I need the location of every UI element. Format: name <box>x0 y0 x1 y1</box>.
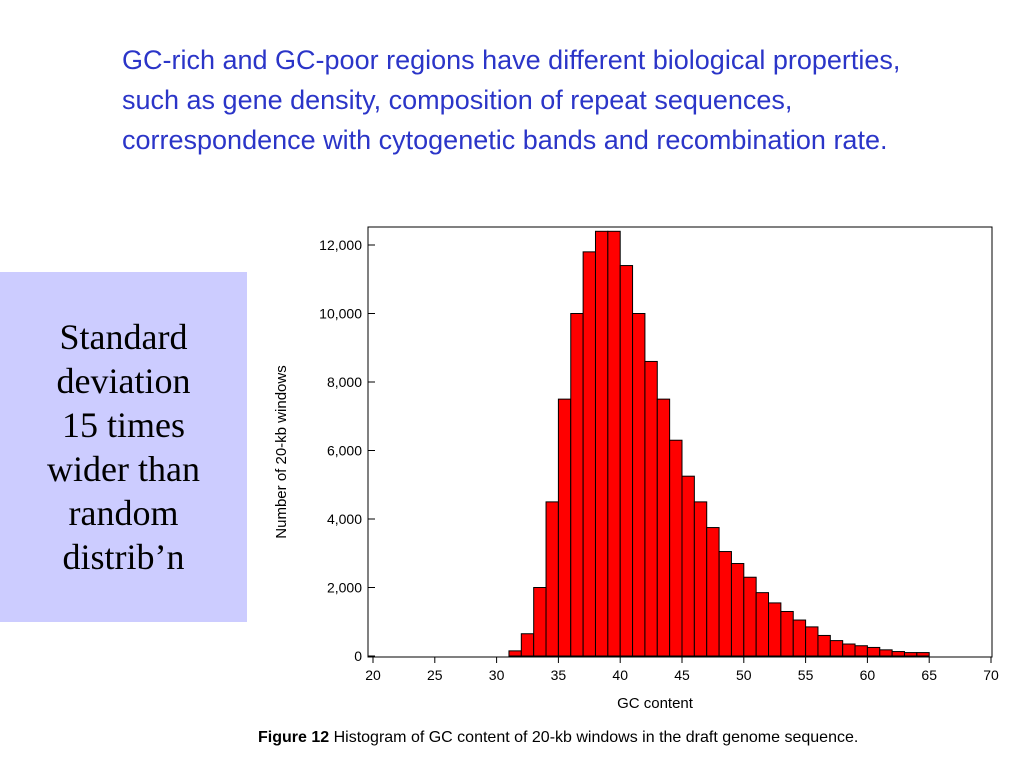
histogram-bar <box>743 576 757 657</box>
histogram-bar <box>842 643 856 657</box>
figure-caption: Figure 12 Histogram of GC content of 20-… <box>258 729 1018 747</box>
x-tick-label: 35 <box>551 667 567 683</box>
histogram-bar <box>508 650 522 657</box>
x-tick-label: 70 <box>983 667 999 683</box>
callout-line-5: random <box>68 493 179 533</box>
callout-line-2: deviation <box>56 361 191 401</box>
y-tick-label: 0 <box>354 648 362 664</box>
x-tick-label: 25 <box>427 667 443 683</box>
histogram-bar <box>557 398 572 657</box>
histogram-bar <box>768 602 782 657</box>
x-tick-label: 45 <box>674 667 690 683</box>
histogram-bar <box>607 230 621 657</box>
x-tick-label: 40 <box>612 667 628 683</box>
callout-line-4: wider than <box>47 449 200 489</box>
callout-box: Standard deviation 15 times wider than r… <box>0 272 247 622</box>
y-tick-label: 12,000 <box>319 237 362 253</box>
callout-line-6: distrib’n <box>62 537 185 577</box>
y-tick-label: 2,000 <box>327 580 362 596</box>
histogram-bar <box>706 527 720 657</box>
histogram-bar <box>879 649 893 657</box>
histogram-bar <box>891 651 905 657</box>
histogram-bar <box>632 313 646 657</box>
histogram-bar <box>693 501 708 657</box>
histogram-bar <box>533 587 547 657</box>
caption-text: Histogram of GC content of 20-kb windows… <box>329 729 859 746</box>
histogram-bar <box>817 634 831 657</box>
y-axis-title: Number of 20-kb windows <box>273 365 290 538</box>
y-axis-ticks: 0 2,000 4,000 6,000 8,000 10,000 12,000 <box>319 237 375 664</box>
histogram-bar <box>854 645 868 657</box>
y-tick-label: 10,000 <box>319 306 362 322</box>
y-tick-label: 6,000 <box>327 443 362 459</box>
histogram-bar <box>594 230 609 657</box>
callout-line-3: 15 times <box>62 405 185 445</box>
histogram-bar <box>718 551 732 657</box>
x-tick-label: 60 <box>860 667 876 683</box>
x-tick-label: 55 <box>798 667 814 683</box>
histogram-bar <box>669 439 683 657</box>
histogram-bar <box>755 592 770 657</box>
histogram-bar <box>805 626 819 657</box>
y-tick-label: 4,000 <box>327 511 362 527</box>
histogram-bar <box>656 398 671 657</box>
histogram-bar <box>780 610 794 657</box>
histogram-bar <box>903 652 918 657</box>
histogram-bar <box>681 475 695 657</box>
plot-frame <box>367 226 993 658</box>
histogram-bar <box>829 640 844 657</box>
histogram-bar <box>792 619 807 657</box>
histogram-bar <box>545 501 559 657</box>
x-tick-label: 20 <box>365 667 381 683</box>
histogram-bar <box>644 360 658 657</box>
histogram-bar <box>730 563 745 657</box>
bars-group <box>508 230 930 657</box>
histogram-bar <box>582 251 596 657</box>
histogram-bar <box>570 313 584 657</box>
histogram-bar <box>916 652 930 657</box>
x-tick-label: 50 <box>736 667 752 683</box>
callout-line-1: Standard <box>59 317 188 357</box>
histogram-bar <box>866 646 881 657</box>
caption-label: Figure 12 <box>258 729 330 746</box>
x-axis-title: GC content <box>617 695 694 712</box>
histogram-bar <box>520 633 535 657</box>
x-axis-ticks: 20 25 30 35 40 45 50 55 60 65 70 <box>365 657 999 683</box>
histogram-bar <box>619 265 634 657</box>
y-tick-label: 8,000 <box>327 374 362 390</box>
slide-heading: GC-rich and GC-poor regions have differe… <box>122 45 901 155</box>
x-tick-label: 30 <box>489 667 505 683</box>
x-tick-label: 65 <box>921 667 937 683</box>
